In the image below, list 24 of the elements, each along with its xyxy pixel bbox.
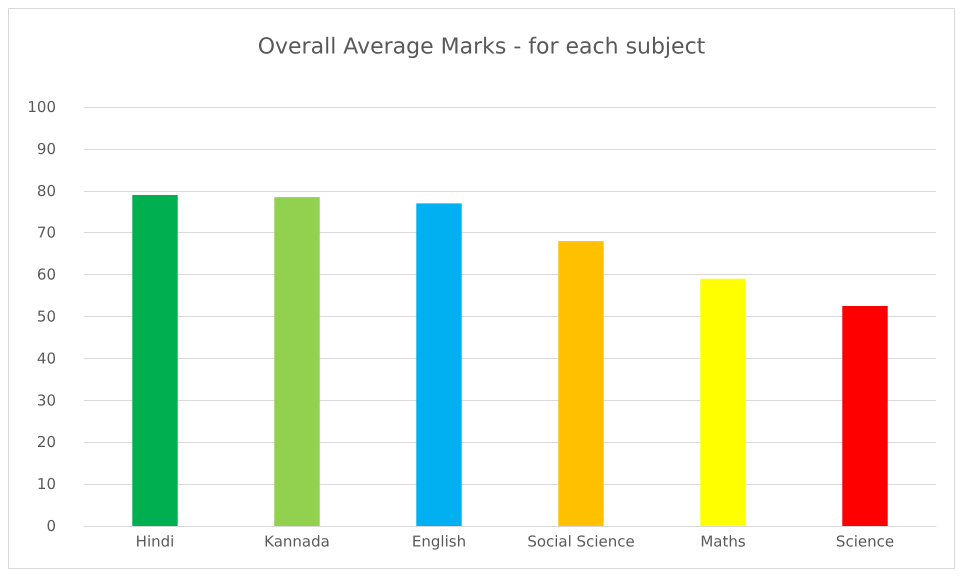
y-tick-label: 90 <box>36 140 56 158</box>
x-tick-label: Social Science <box>527 532 635 550</box>
y-tick-label: 40 <box>36 349 56 368</box>
y-tick-label: 80 <box>36 182 56 200</box>
y-tick-label: 20 <box>36 433 56 452</box>
y-tick-label: 10 <box>36 475 56 494</box>
x-tick-label: English <box>412 532 466 550</box>
y-tick-label: 70 <box>36 224 56 242</box>
y-tick-label: 30 <box>36 391 56 410</box>
x-tick-label: Science <box>836 532 894 550</box>
x-tick-label: Hindi <box>136 532 174 550</box>
x-tick-label: Maths <box>700 532 746 550</box>
chart-title: Overall Average Marks - for each subject <box>258 34 706 60</box>
y-tick-label: 50 <box>36 308 56 326</box>
y-tick-label: 60 <box>36 266 56 284</box>
x-tick-label: Kannada <box>264 532 330 550</box>
bar <box>558 241 604 526</box>
bar <box>274 197 320 526</box>
bar <box>132 194 178 526</box>
y-tick-label: 100 <box>27 98 56 116</box>
bar <box>842 306 888 526</box>
bar <box>700 278 746 526</box>
y-tick-label: 0 <box>46 517 56 535</box>
bar <box>416 203 462 526</box>
